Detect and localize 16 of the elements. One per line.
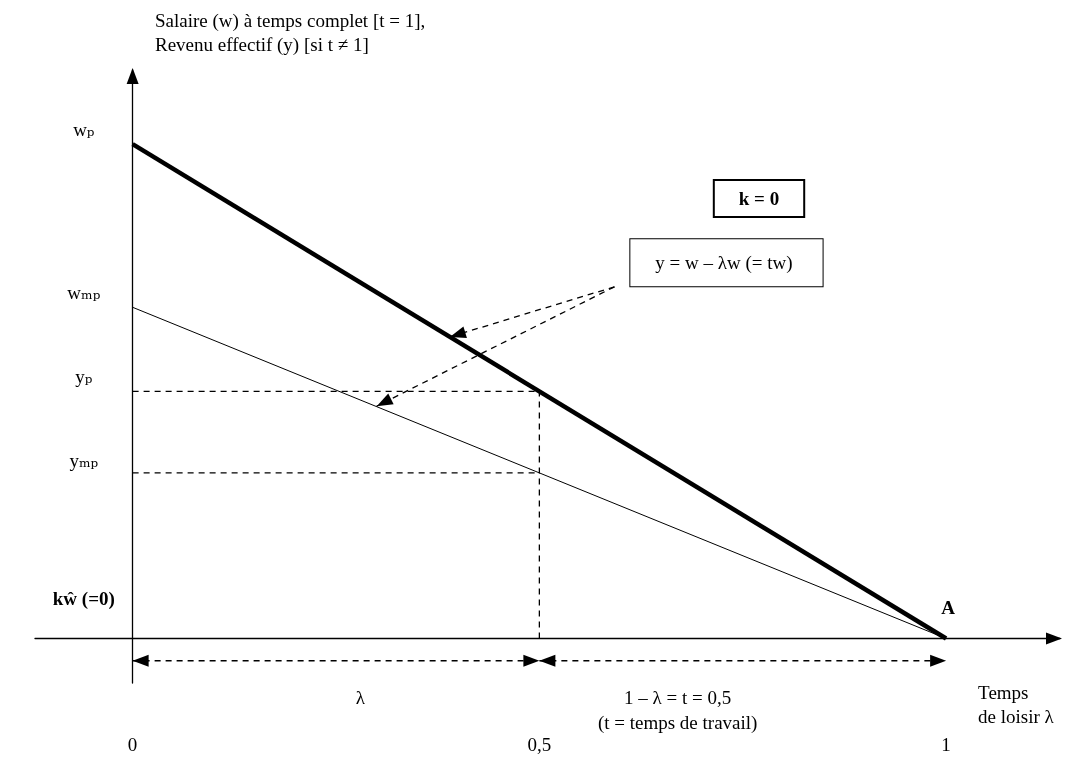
text: 1 – λ = t = 0,5 xyxy=(624,687,732,709)
x-tick-label: 1 xyxy=(941,734,951,755)
annotation: A xyxy=(941,596,956,618)
annotation: k = 0 xyxy=(738,188,780,210)
text: (t = temps de travail) xyxy=(597,712,758,735)
text: wₚ xyxy=(73,118,95,140)
x-tick-label: 0 xyxy=(127,734,138,755)
annotation: yₘₚ xyxy=(69,450,99,472)
text: λ xyxy=(355,687,366,709)
x-axis-title: Temps de loisir λ xyxy=(978,682,1055,728)
annotation: kŵ (=0) xyxy=(52,588,115,611)
annotation: yₚ xyxy=(75,366,93,387)
annotation: y = w – λw (= tw) xyxy=(655,252,793,275)
y-axis-title: Salaire (w) à temps complet [t = 1], Revenu effectif (y) [si t ≠ 1] xyxy=(155,9,426,56)
x-tick-label: 0,5 xyxy=(527,734,552,755)
annotation: wₘₚ xyxy=(67,281,101,303)
